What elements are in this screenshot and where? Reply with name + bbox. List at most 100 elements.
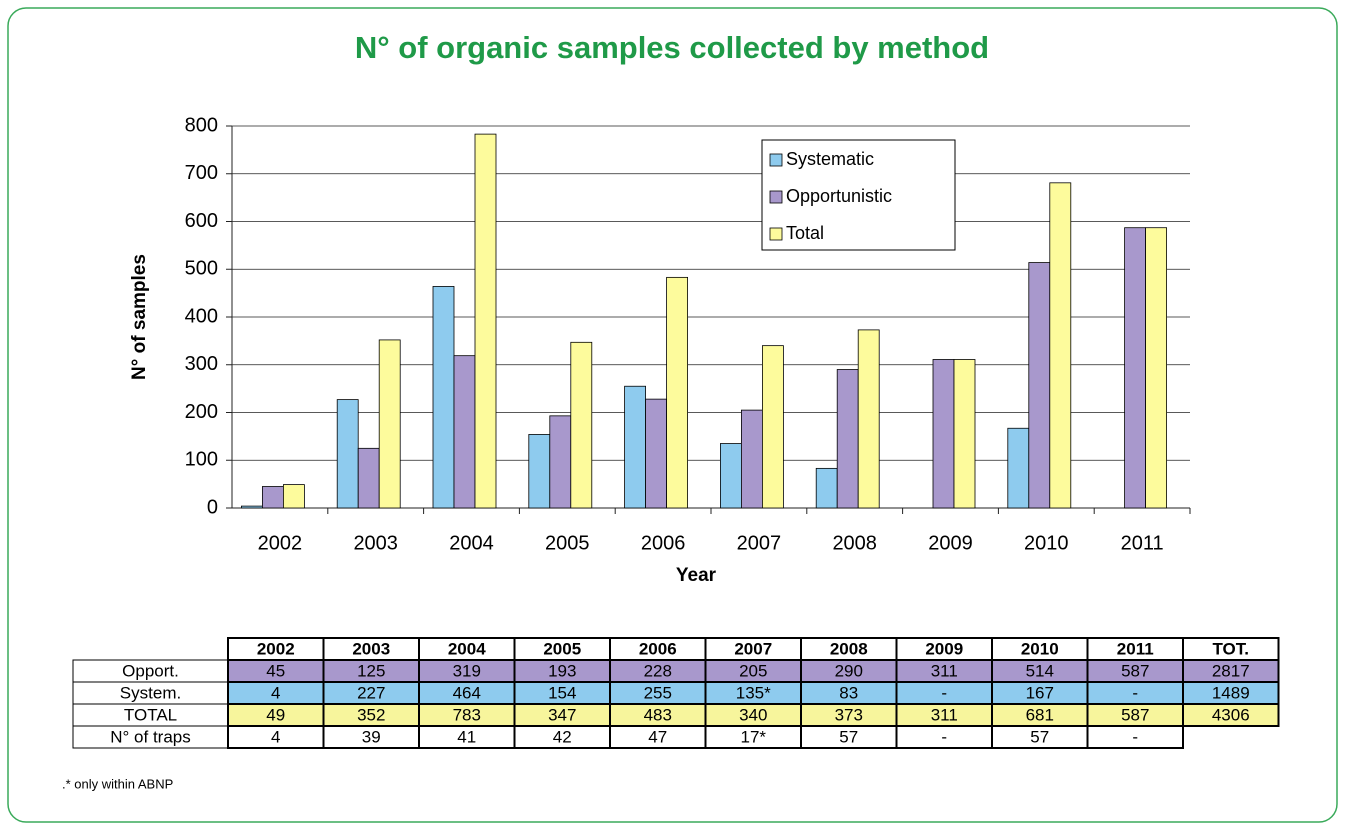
table-cell-text: 42: [553, 727, 572, 746]
table-cell-text: -: [941, 727, 947, 746]
bar: [645, 398, 667, 509]
legend-box: [761, 139, 956, 251]
table-cell-text: 514: [1026, 661, 1054, 680]
table-header: 2010: [1021, 639, 1059, 658]
table-cell-text: 1489: [1212, 683, 1250, 702]
bar: [1028, 262, 1051, 509]
table-cell-text: 125: [357, 661, 385, 680]
legend-swatch: [769, 227, 783, 241]
table-cell-text: 135*: [736, 683, 771, 702]
bar: [357, 447, 380, 509]
x-tick-label: 2007: [737, 532, 782, 554]
bar: [836, 369, 859, 509]
table-cell-text: 41: [457, 727, 476, 746]
bar: [666, 276, 688, 509]
table-cell-text: 49: [266, 705, 285, 724]
table-cell-text: 167: [1026, 683, 1054, 702]
table-cell-text: 227: [357, 683, 385, 702]
table-cell: [1086, 725, 1184, 749]
y-axis-label: N° of samples: [129, 254, 150, 380]
bar: [261, 486, 284, 509]
table-cell-text: 57: [1030, 727, 1049, 746]
table-cell-text: 45: [266, 661, 285, 680]
table-cell-text: 57: [839, 727, 858, 746]
table-cell-text: 193: [548, 661, 576, 680]
table-cell-text: 311: [931, 661, 958, 680]
legend-swatch: [769, 153, 783, 167]
table-row-label: TOTAL: [124, 705, 177, 724]
x-tick-label: 2005: [545, 532, 590, 554]
table-cell-text: 290: [835, 661, 863, 680]
bar: [528, 434, 551, 509]
bar: [1007, 427, 1030, 509]
table-cell-text: 4306: [1212, 705, 1250, 724]
table-cell-text: 228: [644, 661, 672, 680]
table-cell-text: 83: [839, 683, 858, 702]
bar: [240, 505, 263, 509]
table-cell-text: -: [1132, 727, 1138, 746]
table-cell-text: 340: [739, 705, 767, 724]
bar: [932, 359, 955, 509]
table-row-label: System.: [120, 683, 181, 702]
x-tick-label: 2010: [1024, 532, 1069, 554]
x-tick-label: 2003: [353, 532, 398, 554]
bar: [432, 286, 455, 509]
y-tick-label: 700: [185, 162, 218, 184]
legend-label: Systematic: [786, 149, 874, 169]
y-tick-label: 200: [185, 401, 218, 423]
table-cell-text: 47: [648, 727, 667, 746]
bar: [815, 467, 838, 509]
table-header: 2008: [830, 639, 868, 658]
table-header: TOT.: [1212, 639, 1249, 658]
bar: [378, 339, 401, 509]
y-tick-label: 100: [185, 449, 218, 471]
table-cell-text: 464: [453, 683, 481, 702]
table-header: 2009: [925, 639, 963, 658]
table-cell-text: 205: [739, 661, 767, 680]
table-cell-text: 681: [1026, 705, 1054, 724]
bar: [857, 329, 880, 509]
y-tick-label: 300: [185, 353, 218, 375]
bar: [474, 133, 497, 509]
bar: [1049, 182, 1072, 509]
x-tick-label: 2004: [449, 532, 494, 554]
x-tick-label: 2008: [832, 532, 877, 554]
table-header: 2004: [448, 639, 486, 658]
x-tick-label: 2002: [258, 532, 303, 554]
bar: [570, 341, 593, 509]
table-cell-text: 352: [357, 705, 385, 724]
bar: [624, 385, 646, 509]
y-tick-label: 400: [185, 305, 218, 327]
y-tick-label: 0: [207, 496, 218, 518]
table-cell: [1182, 703, 1280, 727]
table-cell-text: 39: [362, 727, 381, 746]
table-cell-text: 587: [1121, 705, 1149, 724]
table-header: 2002: [257, 639, 295, 658]
bar: [762, 345, 784, 509]
y-tick-label: 500: [185, 258, 218, 280]
x-tick-label: 2006: [641, 532, 686, 554]
bar: [336, 399, 359, 509]
x-tick-label: 2009: [928, 532, 973, 554]
table-row-label: N° of traps: [110, 727, 191, 746]
chart-title: N° of organic samples collected by metho…: [355, 30, 989, 65]
table-header: 2005: [543, 639, 581, 658]
legend-label: Total: [786, 223, 824, 243]
table-cell-text: 154: [548, 683, 576, 702]
table-cell-text: -: [1132, 683, 1138, 702]
table-cell-text: 483: [644, 705, 672, 724]
legend-swatch: [769, 190, 783, 204]
table-cell-text: 311: [931, 705, 958, 724]
table-header: 2007: [734, 639, 772, 658]
table-cell-text: 2817: [1212, 661, 1250, 680]
table-cell-text: 4: [271, 727, 280, 746]
table-cell-text: 255: [644, 683, 672, 702]
footnote: .* only within ABNP: [62, 776, 173, 791]
table-cell-text: 587: [1121, 661, 1149, 680]
bar: [549, 415, 572, 509]
bar: [1124, 227, 1146, 509]
table-cell-text: 319: [453, 661, 481, 680]
x-axis-label: Year: [676, 565, 717, 586]
